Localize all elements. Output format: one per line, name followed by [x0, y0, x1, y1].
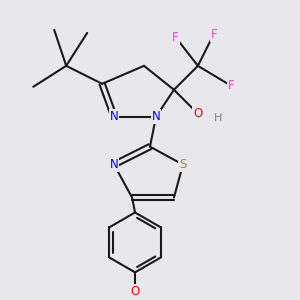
Text: S: S: [179, 158, 187, 171]
Text: F: F: [211, 28, 218, 41]
Text: F: F: [227, 79, 234, 92]
Text: F: F: [172, 31, 179, 44]
Text: H: H: [214, 113, 223, 123]
Text: O: O: [193, 107, 203, 120]
Text: N: N: [152, 110, 160, 123]
Text: N: N: [110, 158, 118, 171]
Text: N: N: [110, 110, 118, 123]
Text: O: O: [130, 285, 140, 298]
